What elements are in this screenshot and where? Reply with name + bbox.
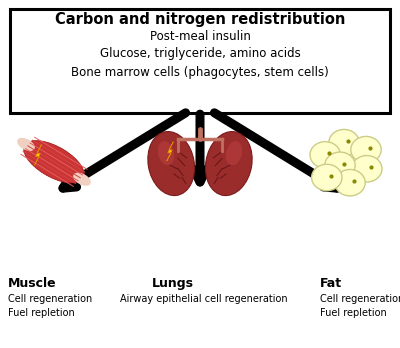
Ellipse shape: [226, 141, 242, 165]
Ellipse shape: [158, 141, 174, 165]
Text: Fat: Fat: [320, 277, 342, 290]
Text: Fuel repletion: Fuel repletion: [320, 308, 387, 318]
Ellipse shape: [17, 138, 35, 151]
Ellipse shape: [24, 141, 84, 183]
Text: Fuel repletion: Fuel repletion: [8, 308, 75, 318]
Polygon shape: [167, 142, 173, 161]
Circle shape: [351, 136, 381, 163]
Text: Glucose, triglyceride, amino acids: Glucose, triglyceride, amino acids: [100, 47, 300, 61]
Text: Cell regeneration: Cell regeneration: [8, 294, 92, 304]
Ellipse shape: [148, 132, 194, 196]
Polygon shape: [34, 144, 42, 165]
FancyBboxPatch shape: [10, 9, 390, 113]
Circle shape: [352, 156, 382, 182]
Circle shape: [329, 129, 359, 156]
Circle shape: [325, 152, 355, 179]
Circle shape: [335, 169, 365, 196]
Circle shape: [310, 142, 340, 168]
Text: Bone marrow cells (phagocytes, stem cells): Bone marrow cells (phagocytes, stem cell…: [71, 65, 329, 79]
Text: Cell regeneration: Cell regeneration: [320, 294, 400, 304]
Text: Post-meal insulin: Post-meal insulin: [150, 30, 250, 43]
Text: Lungs: Lungs: [152, 277, 194, 290]
Circle shape: [312, 164, 342, 191]
Text: Muscle: Muscle: [8, 277, 57, 290]
Text: Carbon and nitrogen redistribution: Carbon and nitrogen redistribution: [55, 11, 345, 27]
Ellipse shape: [73, 173, 91, 186]
Text: Airway epithelial cell regeneration: Airway epithelial cell regeneration: [120, 294, 288, 304]
Ellipse shape: [206, 132, 252, 196]
